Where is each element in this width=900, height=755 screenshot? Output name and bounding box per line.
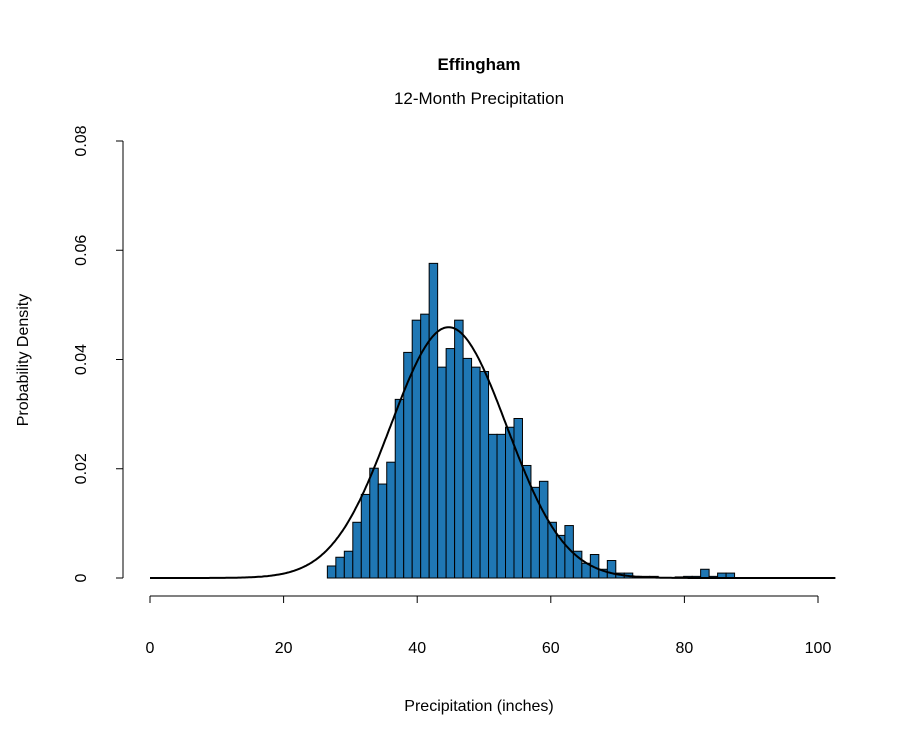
histogram-bar	[377, 483, 388, 579]
x-axis-label: Precipitation (inches)	[404, 698, 553, 715]
y-tick-label: 0.06	[73, 235, 90, 266]
histogram-bar	[437, 366, 447, 579]
histogram-bar	[538, 480, 549, 579]
y-axis-label: Probability Density	[15, 294, 32, 427]
histogram-bar	[488, 433, 498, 579]
histogram-bar	[454, 319, 464, 579]
histogram-bar	[496, 433, 507, 579]
histogram-bar	[335, 556, 345, 579]
y-tick-label: 0.02	[73, 453, 90, 484]
histogram-bar	[369, 467, 379, 579]
y-tick-label: 0.04	[73, 344, 90, 375]
histogram-bar	[403, 351, 413, 579]
x-tick-label: 20	[275, 640, 293, 657]
histogram-bar	[360, 493, 371, 579]
histogram-bar	[606, 560, 617, 579]
y-tick-label: 0	[73, 573, 90, 582]
histogram-bar	[462, 357, 473, 579]
x-tick-label: 0	[146, 640, 155, 657]
chart-title: Effingham	[437, 55, 520, 74]
histogram-bar	[513, 417, 523, 579]
histogram-bar	[479, 371, 490, 579]
histogram-bar	[700, 568, 710, 579]
x-tick-label: 60	[542, 640, 560, 657]
normal-fit-curve	[150, 326, 836, 579]
x-tick-label: 40	[408, 640, 426, 657]
histogram-bar	[326, 565, 337, 579]
x-tick-label: 100	[805, 640, 832, 657]
histogram-bar	[428, 262, 439, 579]
y-tick-label: 0.08	[73, 125, 90, 156]
histogram-bar	[352, 521, 362, 579]
chart-subtitle: 12-Month Precipitation	[394, 89, 564, 108]
histogram-bar	[445, 348, 456, 579]
histogram-bar	[471, 366, 481, 579]
x-tick-label: 80	[676, 640, 694, 657]
histogram-bar	[343, 550, 354, 579]
histogram-bar	[386, 461, 396, 579]
histogram-bar	[505, 426, 515, 579]
histogram-bar	[394, 398, 405, 579]
